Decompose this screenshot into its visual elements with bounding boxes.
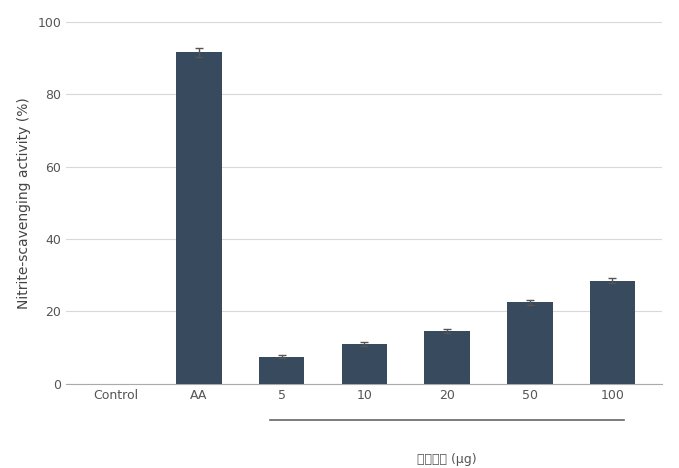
Bar [176, 52, 221, 384]
Y-axis label: Nitrite-scavenging activity (%): Nitrite-scavenging activity (%) [17, 97, 31, 308]
Bar [590, 280, 636, 384]
Bar [342, 344, 387, 384]
Text: 샘이발효 (μg): 샘이발효 (μg) [418, 453, 477, 466]
Bar [424, 331, 470, 384]
Bar [259, 357, 304, 384]
Bar [507, 302, 553, 384]
